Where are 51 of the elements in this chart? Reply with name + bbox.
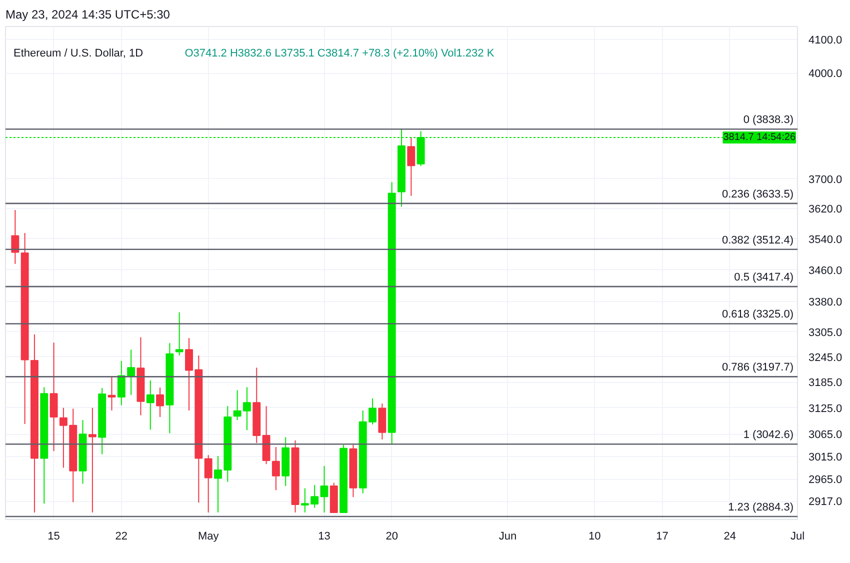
x-tick-label: May [198, 530, 220, 542]
y-tick-label: 2965.0 [808, 474, 842, 486]
ref-line-label: 3814.7 14:54:26 [723, 132, 796, 143]
x-tick-label: 10 [588, 530, 601, 542]
ref-line-label: 0.5 (3417.4) [734, 272, 794, 284]
y-tick-label: 3015.0 [808, 451, 842, 464]
ref-line-label: 0.236 (3633.5) [722, 188, 794, 200]
candlestick [242, 386, 251, 431]
ref-line-label: 0.786 (3197.7) [722, 362, 794, 374]
candlestick [272, 446, 280, 491]
y-tick-label: 3380.0 [808, 296, 842, 308]
ref-line-label: 0.382 (3512.4) [722, 234, 794, 246]
x-tick-label: 17 [656, 530, 668, 542]
candlestick [11, 209, 20, 264]
y-tick-label: 3700.0 [808, 174, 842, 186]
candlestick [204, 454, 212, 513]
y-tick-label: 3065.0 [808, 429, 842, 442]
candlestick [233, 390, 242, 421]
y-tick-label: 3540.0 [808, 234, 842, 246]
x-tick-label: 24 [724, 530, 736, 542]
y-tick-label: 3185.0 [808, 377, 842, 390]
y-tick-label: 2917.0 [808, 496, 842, 508]
y-tick-label: 3620.0 [808, 203, 842, 216]
ref-line-label: 1.23 (2884.3) [728, 502, 794, 514]
candlestick [320, 465, 328, 513]
candlestick [156, 387, 164, 418]
candlestick [88, 407, 96, 513]
y-tick-label: 3305.0 [808, 326, 842, 339]
x-tick-label: 15 [48, 530, 60, 542]
y-tick-label: 4000.0 [808, 68, 842, 80]
ref-line-label: 0 (3838.3) [743, 114, 794, 126]
x-tick-label: 22 [115, 530, 128, 542]
candlestick [108, 376, 116, 411]
annotation: O3741.2 H3832.6 L3735.1 C3814.7 +78.3 (+2.10%) Vol1.232 K [184, 48, 495, 60]
y-tick-label: 3460.0 [808, 264, 842, 277]
ref-line-label: 0.618 (3325.0) [722, 308, 794, 321]
x-tick-label: Jul [790, 530, 805, 542]
x-tick-label: Jun [498, 530, 517, 542]
y-tick-label: 4100.0 [808, 34, 842, 47]
y-tick-label: 3125.0 [808, 402, 842, 415]
chart-subtitle: May 23, 2024 14:35 UTC+5:30 [6, 8, 170, 22]
candlestick [175, 312, 184, 356]
candlestick [146, 380, 154, 430]
x-tick-label: 20 [386, 530, 398, 542]
ref-line-label: 1 (3042.6) [743, 429, 794, 442]
candlestick [214, 455, 222, 513]
x-tick-label: 13 [318, 530, 330, 542]
candlestick [407, 136, 416, 196]
y-tick-label: 3245.0 [808, 352, 842, 364]
text: Ethereum / U.S. Dollar, 1D [14, 48, 144, 60]
candlestick [50, 342, 58, 452]
